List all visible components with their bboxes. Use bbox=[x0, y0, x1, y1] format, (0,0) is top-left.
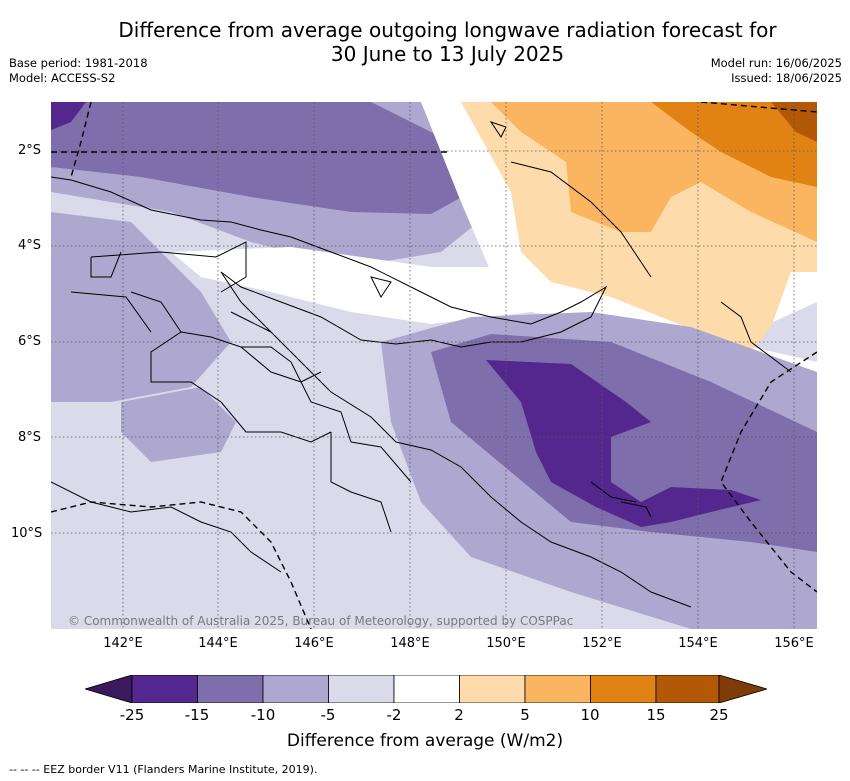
colorbar-tick-5: -2 bbox=[386, 706, 402, 724]
field-neutral-white bbox=[171, 247, 817, 402]
lon-label-142e: 142°E bbox=[103, 636, 143, 651]
eez-borders bbox=[51, 102, 817, 629]
colorbar-bin-2 bbox=[197, 675, 264, 703]
lat-label-4s: 4°S bbox=[18, 238, 42, 253]
colorbar-tick-3: -10 bbox=[250, 706, 276, 724]
model-run: Model run: 16/06/2025 bbox=[710, 56, 842, 70]
colorbar-tick-9: 15 bbox=[646, 706, 666, 724]
colorbar-bin-7 bbox=[524, 675, 591, 703]
title-line-1: Difference from average outgoing longwav… bbox=[118, 18, 777, 42]
meta-right: Model run: 16/06/2025 Issued: 18/06/2025 bbox=[711, 56, 842, 86]
title-line-2: 30 June to 13 July 2025 bbox=[330, 42, 565, 66]
copyright-notice: © Commonwealth of Australia 2025, Bureau… bbox=[68, 614, 574, 628]
province-borders bbox=[70, 241, 412, 533]
colorbar-tick-2: -15 bbox=[184, 706, 210, 724]
colorbar-tick-4: -5 bbox=[320, 706, 336, 724]
lon-label-144e: 144°E bbox=[198, 636, 238, 651]
lat-label-8s: 8°S bbox=[18, 430, 42, 445]
lon-label-156e: 156°E bbox=[774, 636, 814, 651]
colorbar-bin-1 bbox=[131, 675, 198, 703]
colorbar bbox=[85, 675, 767, 703]
colorbar-label: Difference from average (W/m2) bbox=[286, 731, 564, 751]
lon-label-152e: 152°E bbox=[582, 636, 622, 651]
lon-label-146e: 146°E bbox=[294, 636, 334, 651]
lat-label-6s: 6°S bbox=[18, 334, 42, 349]
field-band-west-mid bbox=[51, 212, 231, 402]
colorbar-bin-6 bbox=[459, 675, 526, 703]
lon-label-150e: 150°E bbox=[486, 636, 526, 651]
colorbar-bin-5 bbox=[393, 675, 460, 703]
colorbar-tick-8: 10 bbox=[580, 706, 600, 724]
field-topleft-strong bbox=[51, 102, 86, 130]
colorbar-tick-1: -25 bbox=[119, 706, 145, 724]
lon-label-154e: 154°E bbox=[678, 636, 718, 651]
lat-label-10s: 10°S bbox=[11, 526, 43, 541]
model-name: Model: ACCESS-S2 bbox=[9, 71, 116, 85]
issued-date: Issued: 18/06/2025 bbox=[731, 71, 842, 85]
colorbar-bin-9 bbox=[655, 675, 720, 703]
colorbar-tick-6: 2 bbox=[454, 706, 464, 724]
colorbar-bin-4 bbox=[328, 675, 395, 703]
field-warm-strong bbox=[651, 102, 817, 187]
lon-label-148e: 148°E bbox=[390, 636, 430, 651]
field-band-north-dark bbox=[51, 102, 471, 214]
base-period: Base period: 1981-2018 bbox=[9, 56, 148, 70]
map-title: Difference from average outgoing longwav… bbox=[60, 18, 835, 66]
colorbar-tick-7: 5 bbox=[520, 706, 530, 724]
eez-legend: -- -- -- EEZ border V11 (Flanders Marine… bbox=[9, 763, 318, 776]
forecast-map bbox=[51, 102, 817, 629]
colorbar-tick-10: 25 bbox=[709, 706, 729, 724]
meta-left: Base period: 1981-2018 Model: ACCESS-S2 bbox=[9, 56, 148, 86]
lat-label-2s: 2°S bbox=[18, 143, 42, 158]
field-band-sw-mid bbox=[121, 387, 236, 462]
colorbar-bin-8 bbox=[590, 675, 657, 703]
colorbar-extend-low bbox=[85, 675, 133, 703]
field-core-strong bbox=[486, 360, 761, 527]
colorbar-extend-high bbox=[718, 675, 767, 703]
coastlines bbox=[51, 121, 792, 608]
colorbar-bin-3 bbox=[262, 675, 329, 703]
